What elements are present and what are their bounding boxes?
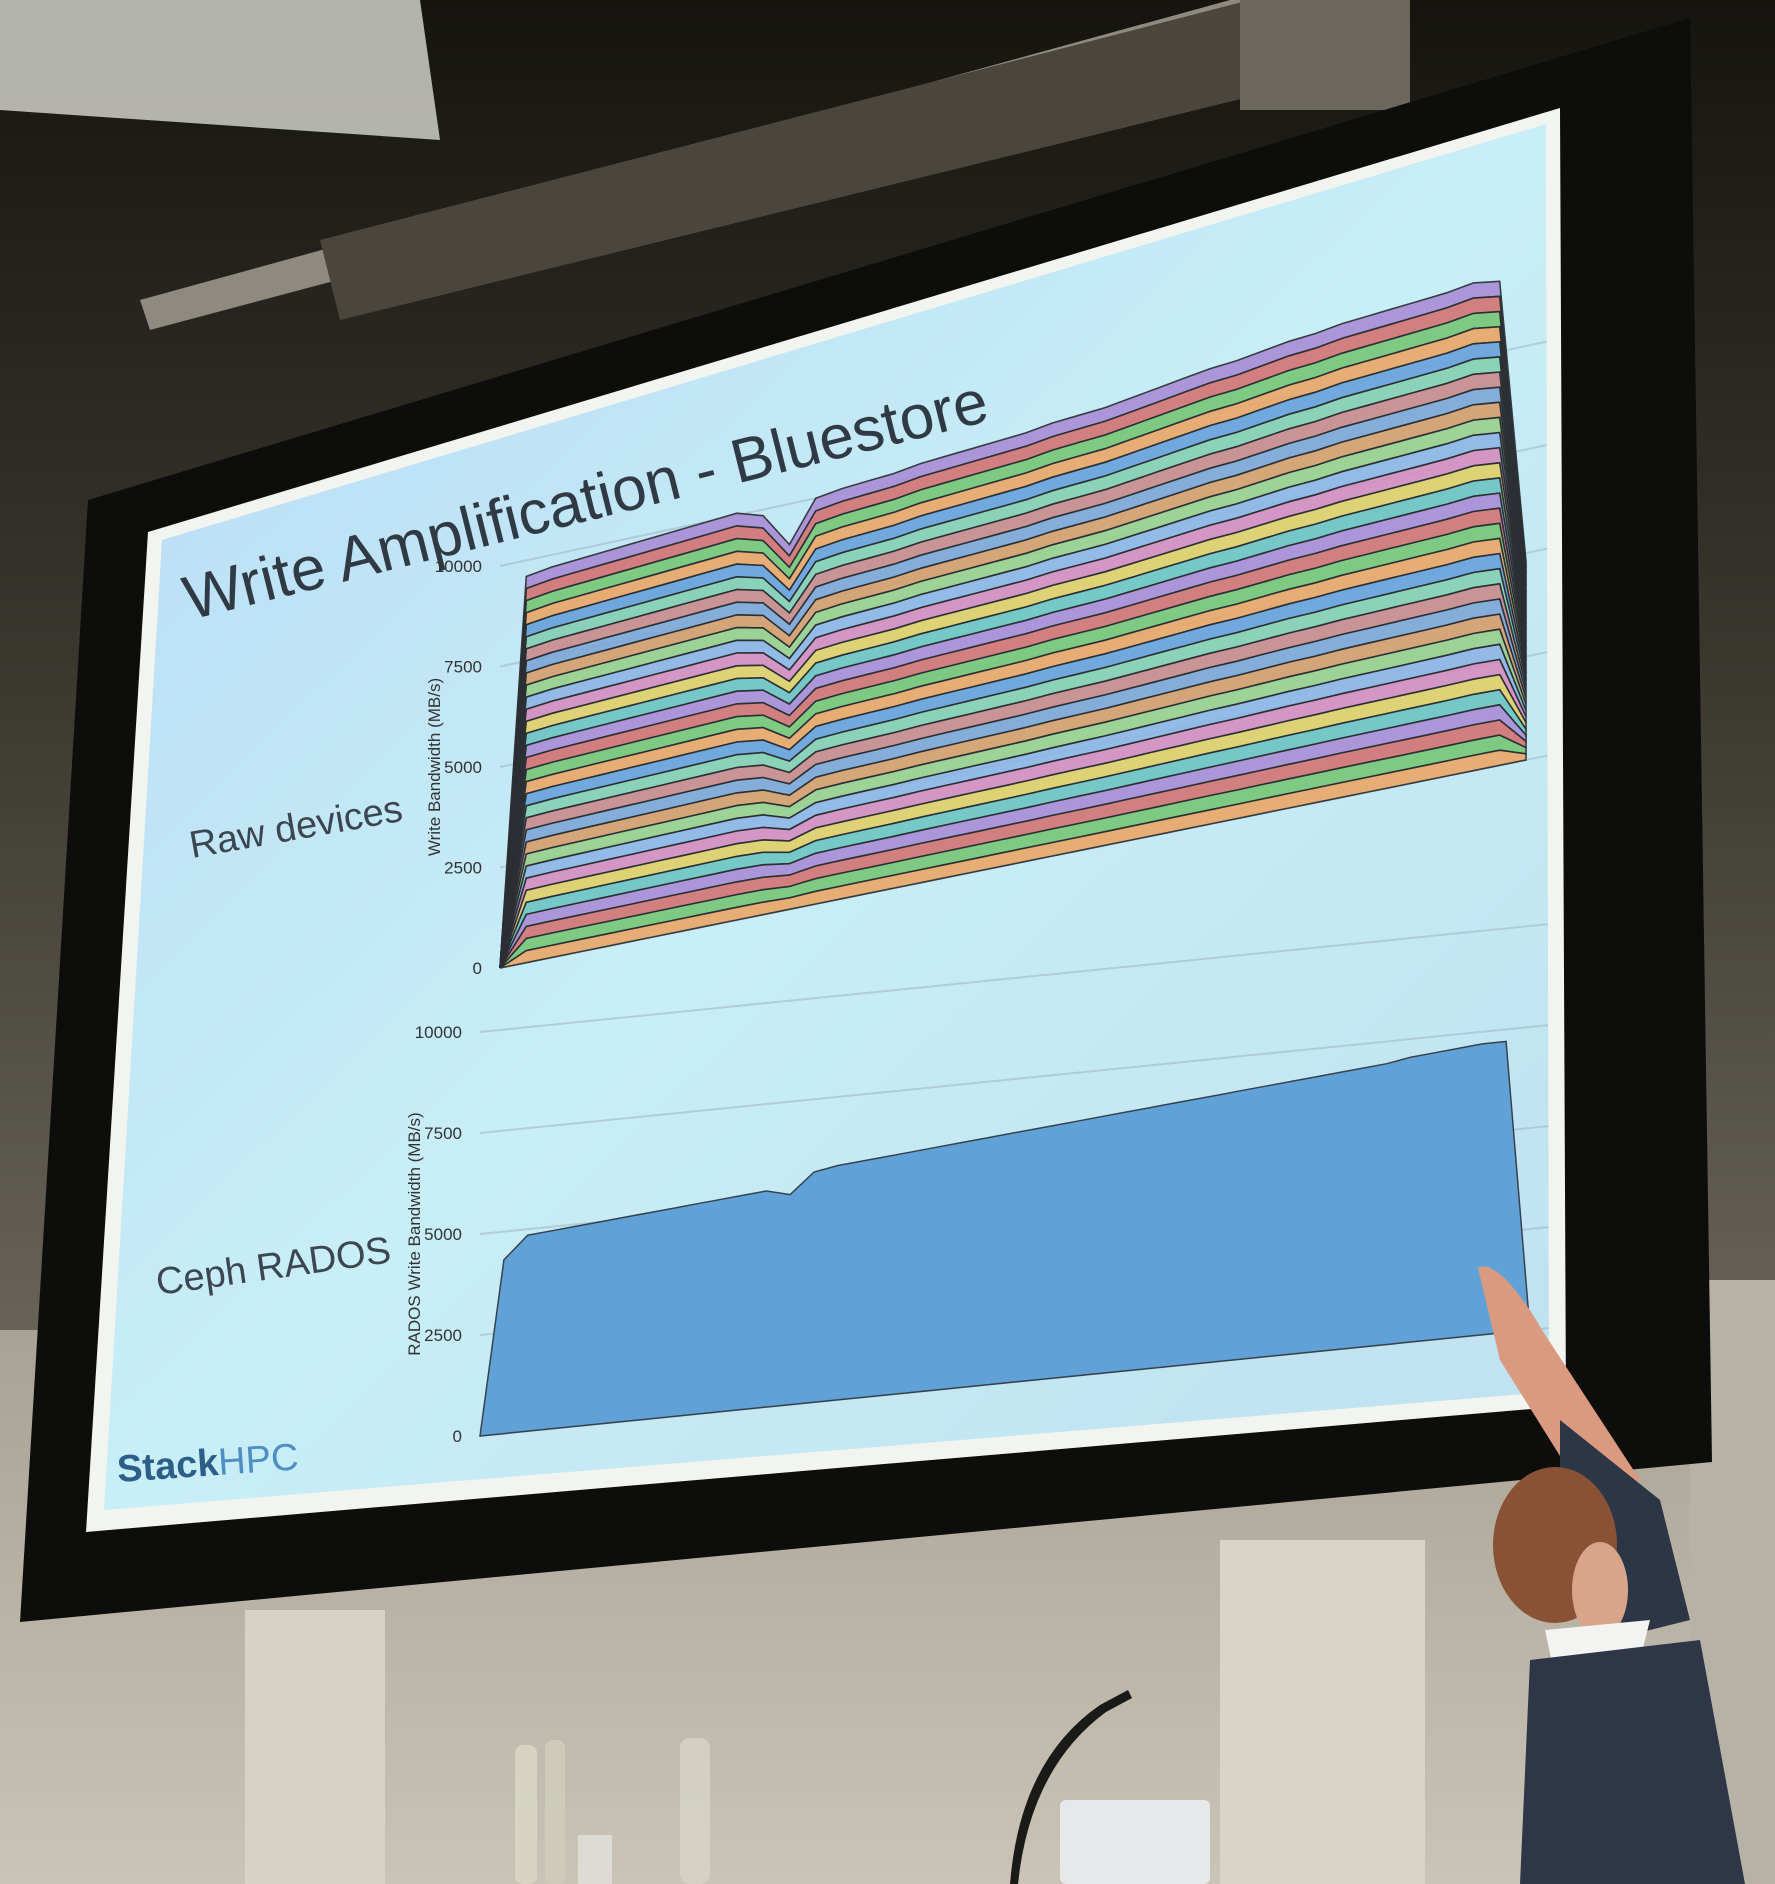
laptop	[1060, 1800, 1210, 1884]
stackhpc-logo-part1: Stack	[116, 1442, 221, 1491]
pillar-left	[245, 1610, 385, 1884]
raw-devices-y-tick-label: 7500	[444, 658, 482, 677]
presenter-face	[1572, 1542, 1628, 1638]
ceph-rados-y-tick-label: 10000	[415, 1023, 462, 1042]
presenter	[1478, 1266, 1745, 1884]
ceph-rados-y-tick-label: 7500	[424, 1124, 462, 1143]
podium-area	[515, 1690, 1210, 1884]
ceiling-column	[1240, 0, 1410, 110]
raw-devices-y-tick-label: 0	[473, 959, 482, 978]
ceph-rados-y-axis-label: RADOS Write Bandwidth (MB/s)	[405, 1112, 424, 1355]
raw-devices-y-tick-label: 5000	[444, 758, 482, 777]
pillar-right	[1220, 1540, 1425, 1884]
bottle-3	[680, 1738, 710, 1884]
bottle-1	[515, 1745, 537, 1884]
ceph-rados-y-tick-label: 0	[453, 1427, 462, 1446]
glass	[578, 1835, 612, 1884]
raw-devices-y-axis-label: Write Bandwidth (MB/s)	[425, 678, 444, 856]
ceph-rados-gridline	[479, 1022, 1549, 1134]
ceph-rados-gridline	[479, 921, 1549, 1033]
raw-devices-series-band	[499, 749, 1527, 969]
ceph-rados-y-tick-label: 5000	[424, 1225, 462, 1244]
bottle-2	[545, 1740, 565, 1884]
ceph-rados-chart: 0 2500 5000 7500 10000 RADOS Write Bandwidth…	[405, 921, 1549, 1446]
stackhpc-logo-part2: HPC	[217, 1436, 300, 1483]
raw-devices-y-tick-label: 10000	[435, 557, 482, 576]
ceph-rados-area	[479, 1040, 1531, 1437]
ceiling-vent	[0, 0, 440, 140]
ceph-rados-y-tick-label: 2500	[424, 1326, 462, 1345]
raw-devices-chart: 0 2500 5000 7500 10000 Write Bandwidth (MB/s…	[425, 280, 1549, 978]
ceiling-beam	[320, 0, 1400, 320]
microphone	[1010, 1690, 1132, 1884]
raw-devices-y-tick-label: 2500	[444, 859, 482, 878]
presenter-sweater	[1520, 1640, 1745, 1884]
stackhpc-logo: StackHPC	[116, 1436, 300, 1491]
